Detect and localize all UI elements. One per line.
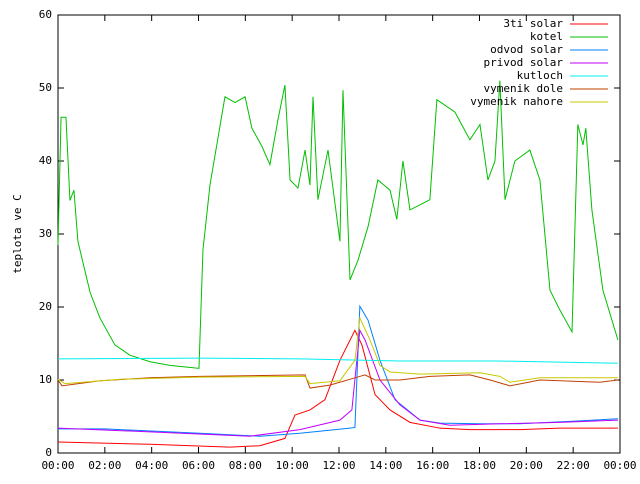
- legend-label: privod solar: [484, 56, 564, 69]
- x-tick-label: 18:00: [463, 459, 496, 472]
- legend-label: vymenik nahore: [470, 95, 563, 108]
- y-tick-label: 30: [39, 227, 52, 240]
- x-tick-label: 06:00: [182, 459, 215, 472]
- y-tick-label: 10: [39, 373, 52, 386]
- x-tick-label: 02:00: [88, 459, 121, 472]
- x-tick-label: 12:00: [322, 459, 355, 472]
- x-tick-label: 00:00: [603, 459, 636, 472]
- series-line: [57, 316, 618, 385]
- legend-label: 3ti solar: [503, 17, 563, 30]
- x-tick-label: 04:00: [135, 459, 168, 472]
- legend-label: vymenik dole: [484, 82, 563, 95]
- x-tick-label: 16:00: [416, 459, 449, 472]
- x-tick-label: 00:00: [41, 459, 74, 472]
- y-tick-label: 20: [39, 300, 52, 313]
- y-tick-label: 40: [39, 154, 52, 167]
- legend-label: kotel: [530, 30, 563, 43]
- y-tick-label: 50: [39, 81, 52, 94]
- series-line: [57, 357, 618, 364]
- series-line: [57, 80, 619, 369]
- series-line: [57, 374, 618, 389]
- y-tick-label: 0: [45, 446, 52, 459]
- series-line: [57, 328, 618, 437]
- series-line: [57, 329, 618, 448]
- y-axis-label: teplota ve C: [11, 194, 24, 273]
- legend-label: kutloch: [517, 69, 563, 82]
- x-tick-label: 22:00: [557, 459, 590, 472]
- x-tick-label: 20:00: [510, 459, 543, 472]
- x-tick-label: 10:00: [276, 459, 309, 472]
- y-tick-label: 60: [39, 8, 52, 21]
- x-tick-label: 14:00: [369, 459, 402, 472]
- legend-label: odvod solar: [490, 43, 563, 56]
- x-tick-label: 08:00: [229, 459, 262, 472]
